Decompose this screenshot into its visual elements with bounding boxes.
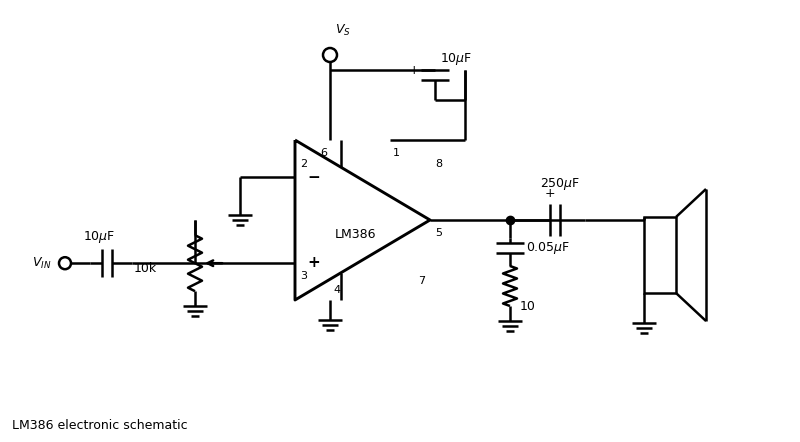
Text: +: +	[545, 187, 555, 200]
Text: LM386 electronic schematic: LM386 electronic schematic	[12, 419, 188, 432]
Text: $V_S$: $V_S$	[335, 23, 351, 38]
Bar	[644, 217, 676, 293]
Text: +: +	[307, 255, 320, 270]
Text: 5: 5	[435, 228, 442, 238]
Text: 6: 6	[320, 148, 327, 158]
Text: 0.05$\mu$F: 0.05$\mu$F	[526, 240, 570, 256]
Text: 10$\mu$F: 10$\mu$F	[83, 229, 115, 245]
Text: LM386: LM386	[334, 229, 376, 241]
Text: +: +	[408, 64, 419, 76]
Text: 8: 8	[435, 159, 442, 169]
Text: 10$\mu$F: 10$\mu$F	[440, 51, 472, 67]
Text: 3: 3	[300, 271, 307, 281]
Text: 250$\mu$F: 250$\mu$F	[540, 176, 580, 192]
Text: $V_{IN}$: $V_{IN}$	[31, 255, 51, 271]
Text: −: −	[307, 170, 320, 185]
Text: 10: 10	[520, 300, 536, 312]
Text: 7: 7	[418, 276, 425, 286]
Text: 10k: 10k	[134, 262, 157, 274]
Text: 4: 4	[333, 285, 340, 295]
Text: 2: 2	[300, 159, 307, 169]
Text: 1: 1	[393, 148, 400, 158]
